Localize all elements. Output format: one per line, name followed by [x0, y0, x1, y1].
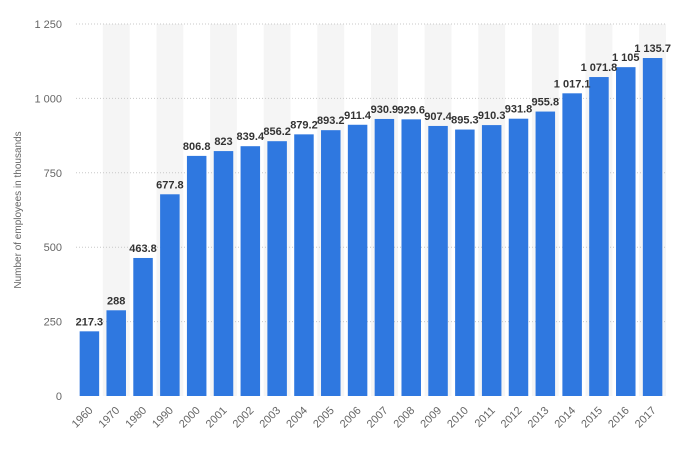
y-tick-label: 500	[44, 242, 62, 254]
data-label-2012: 931.8	[505, 104, 533, 116]
bar-2001	[213, 151, 234, 396]
data-label-2004: 879.2	[290, 119, 318, 131]
x-tick-label-2008: 2008	[392, 405, 418, 431]
bar-2015	[589, 77, 609, 396]
x-tick-label-2015: 2015	[579, 405, 605, 431]
bar-2002	[240, 146, 261, 396]
bar-1990	[160, 194, 180, 396]
data-label-2001: 823	[214, 136, 232, 148]
data-label-1990: 677.8	[156, 179, 184, 191]
bar-1980	[133, 257, 153, 396]
y-axis-ticks: 0 250 500 750 1 000 1 250	[34, 19, 62, 403]
x-tick-label-2006: 2006	[338, 405, 364, 431]
x-tick-label-1980: 1980	[123, 405, 149, 431]
x-tick-label-2002: 2002	[231, 405, 257, 431]
data-label-2005: 893.2	[317, 115, 345, 127]
bar-1970	[106, 310, 126, 396]
bar-2011	[481, 125, 502, 396]
data-label-1960: 217.3	[76, 316, 104, 328]
bar-2012	[508, 118, 529, 396]
x-tick-label-1970: 1970	[97, 405, 123, 431]
x-tick-label-2012: 2012	[499, 405, 525, 431]
x-tick-label-2007: 2007	[365, 405, 391, 431]
data-label-2008: 929.6	[397, 104, 425, 116]
y-tick-label: 250	[44, 317, 62, 329]
y-tick-label: 750	[44, 168, 62, 180]
bar-2017	[642, 58, 663, 396]
y-tick-label: 0	[56, 391, 62, 403]
x-tick-label-2001: 2001	[204, 405, 230, 431]
x-tick-label-2003: 2003	[257, 405, 283, 431]
bar-2003	[267, 141, 287, 396]
x-tick-label-2013: 2013	[526, 405, 552, 431]
y-tick-label: 1 250	[34, 19, 62, 31]
data-label-1970: 288	[107, 295, 125, 307]
data-label-2010: 895.3	[451, 115, 479, 127]
x-tick-label-1990: 1990	[150, 405, 176, 431]
data-label-2009: 907.4	[424, 111, 452, 123]
x-tick-label-2000: 2000	[177, 405, 203, 431]
data-label-2015: 1 071.8	[581, 62, 618, 74]
x-tick-label-2011: 2011	[473, 405, 498, 430]
data-label-2007: 930.9	[371, 104, 399, 116]
gridlines	[76, 23, 666, 323]
bar-2006	[347, 124, 368, 396]
bar-1960	[79, 331, 100, 396]
data-label-2000: 806.8	[183, 141, 211, 153]
bar-2004	[294, 134, 314, 396]
data-label-2003: 856.2	[263, 126, 291, 138]
x-tick-label-2016: 2016	[606, 405, 632, 431]
x-tick-label-2005: 2005	[311, 405, 337, 431]
x-tick-label-2010: 2010	[445, 405, 471, 431]
data-label-2014: 1 017.1	[554, 78, 591, 90]
data-label-2002: 839.4	[237, 131, 265, 143]
x-tick-label-2004: 2004	[284, 405, 310, 431]
data-label-2016: 1 105	[612, 52, 640, 64]
x-axis-ticks: 1960 1970 1980 1990 2000 2001 2002 2003 2004 2005…	[70, 405, 659, 431]
bar-2007	[374, 118, 395, 396]
data-label-2011: 910.3	[478, 110, 506, 122]
bar-2005	[321, 130, 341, 396]
x-tick-label-1960: 1960	[70, 405, 96, 431]
bar-2013	[535, 111, 556, 396]
x-tick-label-2009: 2009	[418, 405, 444, 431]
bar-2009	[428, 125, 448, 396]
bar-2000	[186, 155, 207, 396]
data-label-2013: 955.8	[532, 97, 560, 109]
bar-2016	[616, 67, 636, 396]
bar-2014	[562, 93, 582, 397]
bar-2008	[401, 119, 421, 396]
x-tick-label-2017: 2017	[633, 405, 659, 431]
bars	[79, 58, 663, 397]
data-label-1980: 463.8	[129, 243, 157, 255]
data-label-2006: 911.4	[344, 110, 372, 122]
y-tick-label: 1 000	[34, 93, 62, 105]
bar-2010	[455, 129, 475, 396]
y-axis-title: Number of employees in thousands	[13, 131, 24, 288]
data-label-2017: 1 135.7	[634, 43, 671, 55]
x-tick-label-2014: 2014	[552, 405, 578, 431]
